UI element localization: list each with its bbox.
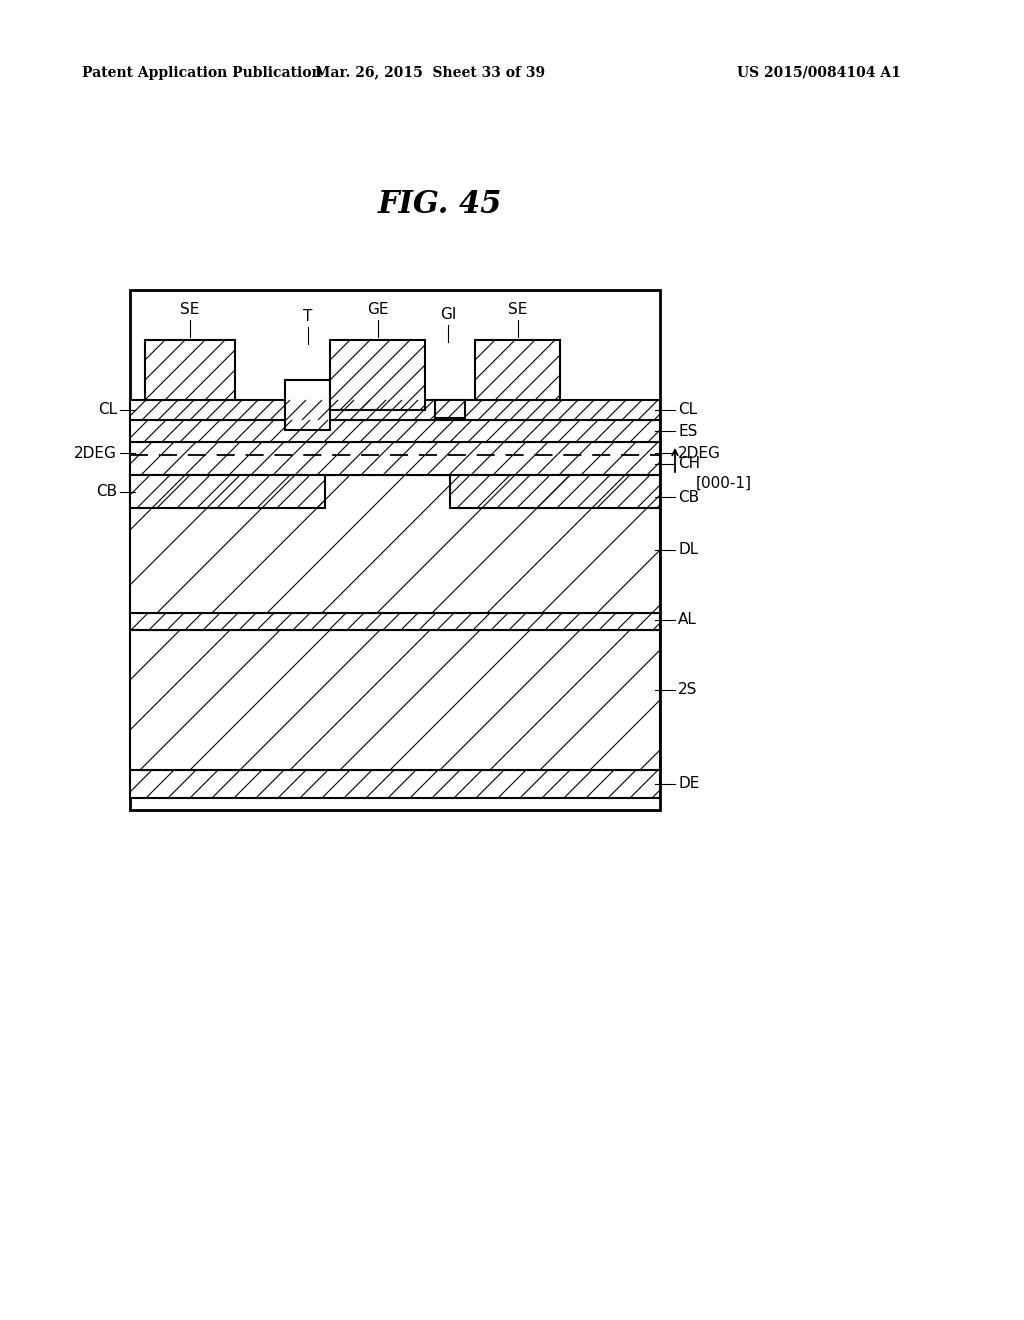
- Text: Patent Application Publication: Patent Application Publication: [82, 66, 322, 79]
- Text: GI: GI: [440, 308, 456, 322]
- Text: 2S: 2S: [678, 682, 697, 697]
- Text: SE: SE: [180, 302, 200, 317]
- Bar: [475, 341, 560, 400]
- Bar: [130, 475, 325, 508]
- Bar: [130, 630, 660, 770]
- Text: CH: CH: [678, 457, 700, 471]
- Text: T: T: [303, 309, 312, 323]
- Bar: [130, 290, 660, 810]
- Text: CB: CB: [96, 484, 117, 499]
- Bar: [130, 442, 660, 475]
- Bar: [435, 400, 465, 418]
- Text: DE: DE: [678, 776, 699, 792]
- Text: ES: ES: [678, 424, 697, 438]
- Bar: [130, 612, 660, 630]
- Text: 2DEG: 2DEG: [74, 446, 117, 461]
- Bar: [130, 400, 660, 420]
- Text: DL: DL: [678, 543, 698, 557]
- Text: AL: AL: [678, 612, 697, 627]
- Bar: [145, 341, 234, 400]
- Text: FIG. 45: FIG. 45: [378, 189, 503, 220]
- Bar: [130, 475, 660, 612]
- Text: CL: CL: [678, 403, 697, 417]
- Text: [000-1]: [000-1]: [696, 475, 752, 491]
- Text: SE: SE: [508, 302, 527, 317]
- Text: Mar. 26, 2015  Sheet 33 of 39: Mar. 26, 2015 Sheet 33 of 39: [315, 66, 545, 79]
- Text: US 2015/0084104 A1: US 2015/0084104 A1: [737, 66, 901, 79]
- Text: CL: CL: [98, 403, 117, 417]
- Text: 2DEG: 2DEG: [678, 446, 721, 461]
- Bar: [130, 770, 660, 799]
- Bar: [330, 341, 425, 411]
- Bar: [130, 420, 660, 442]
- Bar: [285, 380, 330, 430]
- Text: CB: CB: [678, 490, 699, 504]
- Bar: [450, 475, 660, 508]
- Text: GE: GE: [368, 302, 389, 317]
